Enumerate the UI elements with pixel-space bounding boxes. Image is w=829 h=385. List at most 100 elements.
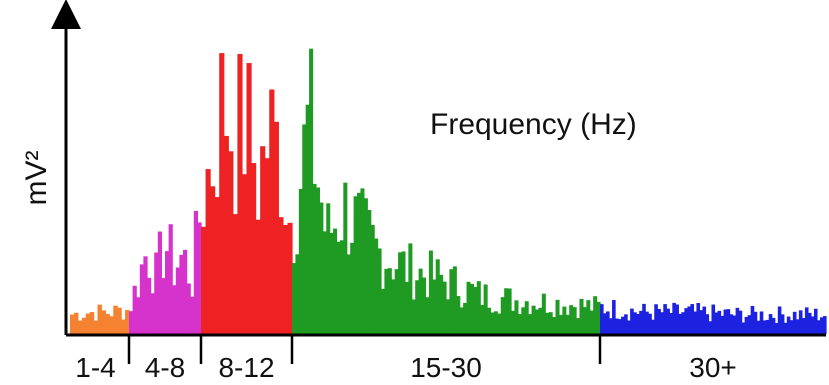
spectrum-bar [439,274,444,334]
spectrum-bar [201,226,207,334]
spectrum-bar [326,203,331,334]
spectrum-bar [531,305,536,334]
spectrum-bar [618,319,622,334]
spectrum-bar [753,311,758,334]
spectrum-bar [241,174,248,334]
spectrum-bar [105,313,110,334]
spectrum-bar [309,48,314,334]
spectrum-bar [157,231,162,334]
spectrum-bar [521,307,526,334]
spectrum-bar [507,288,512,334]
spectrum-bar [363,198,368,334]
spectrum-bar [759,311,764,334]
spectrum-bar [380,288,385,334]
spectrum-bar [228,151,234,334]
spectrum-bar [487,307,492,334]
spectrum-bar [720,315,725,334]
spectrum-bar [615,318,619,334]
spectrum-bar [696,303,701,334]
spectrum-bar [603,313,607,334]
spectrum-bar [538,307,543,334]
spectrum-bar [463,302,468,334]
spectrum-bar [432,279,437,334]
spectrum-bar [415,280,420,334]
spectrum-bar [639,310,643,334]
spectrum-bar [384,268,389,334]
spectrum-bar [813,308,818,334]
spectrum-bar [232,214,238,334]
spectrum-bar [422,277,427,334]
spectrum-bar [783,322,788,334]
spectrum-bar [143,256,148,334]
spectrum-bar [117,307,122,334]
spectrum-bar [681,312,685,334]
spectrum-bar [260,146,266,334]
spectrum-bar [711,304,716,334]
spectrum-bar [89,312,95,334]
spectrum-bar [129,311,134,334]
spectrum-bar [305,104,310,334]
spectrum-bar [343,182,348,334]
spectrum-bar [735,307,740,334]
spectrum-bar [822,316,827,334]
spectrum-bar [418,268,423,334]
spectrum-bar [657,308,661,334]
spectrum-bar [666,308,670,334]
spectrum-bar [780,314,785,334]
spectrum-bar [801,318,806,334]
spectrum-bar [357,192,362,334]
spectrum-bar [504,288,509,334]
spectrum-bar [377,248,382,334]
spectrum-bar [269,89,275,334]
spectrum-bar [179,254,184,334]
spectrum-bar [77,320,83,334]
spectrum-bar [663,304,667,334]
spectrum-bar [762,320,767,334]
spectrum-bar [428,250,433,334]
spectrum-bar [534,309,539,334]
band-label: 15-30 [410,352,482,383]
spectrum-bar [765,319,770,334]
spectrum-bar [579,298,584,334]
spectrum-bar [660,312,664,334]
spectrum-bar [473,287,478,334]
spectrum-bar [214,197,220,334]
spectrum-bar [792,311,797,334]
spectrum-bar [606,311,610,334]
spectrum-bar [648,313,652,334]
spectrum-bar [483,284,488,334]
spectrum-bar [251,163,257,334]
spectrum-bar [73,312,79,334]
spectrum-bar [394,269,399,334]
spectrum-bar [744,316,749,334]
spectrum-bar [517,314,522,334]
band-label: 1-4 [75,352,115,383]
spectrum-bar [524,301,529,334]
spectrum-bar [500,297,505,334]
spectrum-bar [589,310,594,334]
spectrum-bar [621,316,625,334]
spectrum-bar [113,305,118,334]
spectrum-bar [690,304,695,334]
spectrum-bar [287,222,293,334]
spectrum-bar [750,305,755,334]
spectrum-bar [435,259,440,334]
spectrum-bar [295,254,300,334]
spectrum-bar [442,281,447,334]
spectrum-bar [789,320,794,334]
spectrum-bar [798,310,803,334]
spectrum-bar [747,315,752,334]
spectrum-bars [70,48,827,334]
spectrum-bar [645,311,649,334]
spectrum-bar [774,323,779,334]
spectrum-bar [197,222,202,334]
spectrum-bar [678,313,682,334]
spectrum-bar [292,263,297,334]
spectrum-bar [278,217,284,334]
spectrum-bar [446,299,451,334]
spectrum-bar [81,317,87,334]
spectrum-bar [255,219,261,334]
spectrum-bar [398,252,403,334]
spectrum-bar [777,306,782,334]
spectrum-bar [596,301,601,334]
